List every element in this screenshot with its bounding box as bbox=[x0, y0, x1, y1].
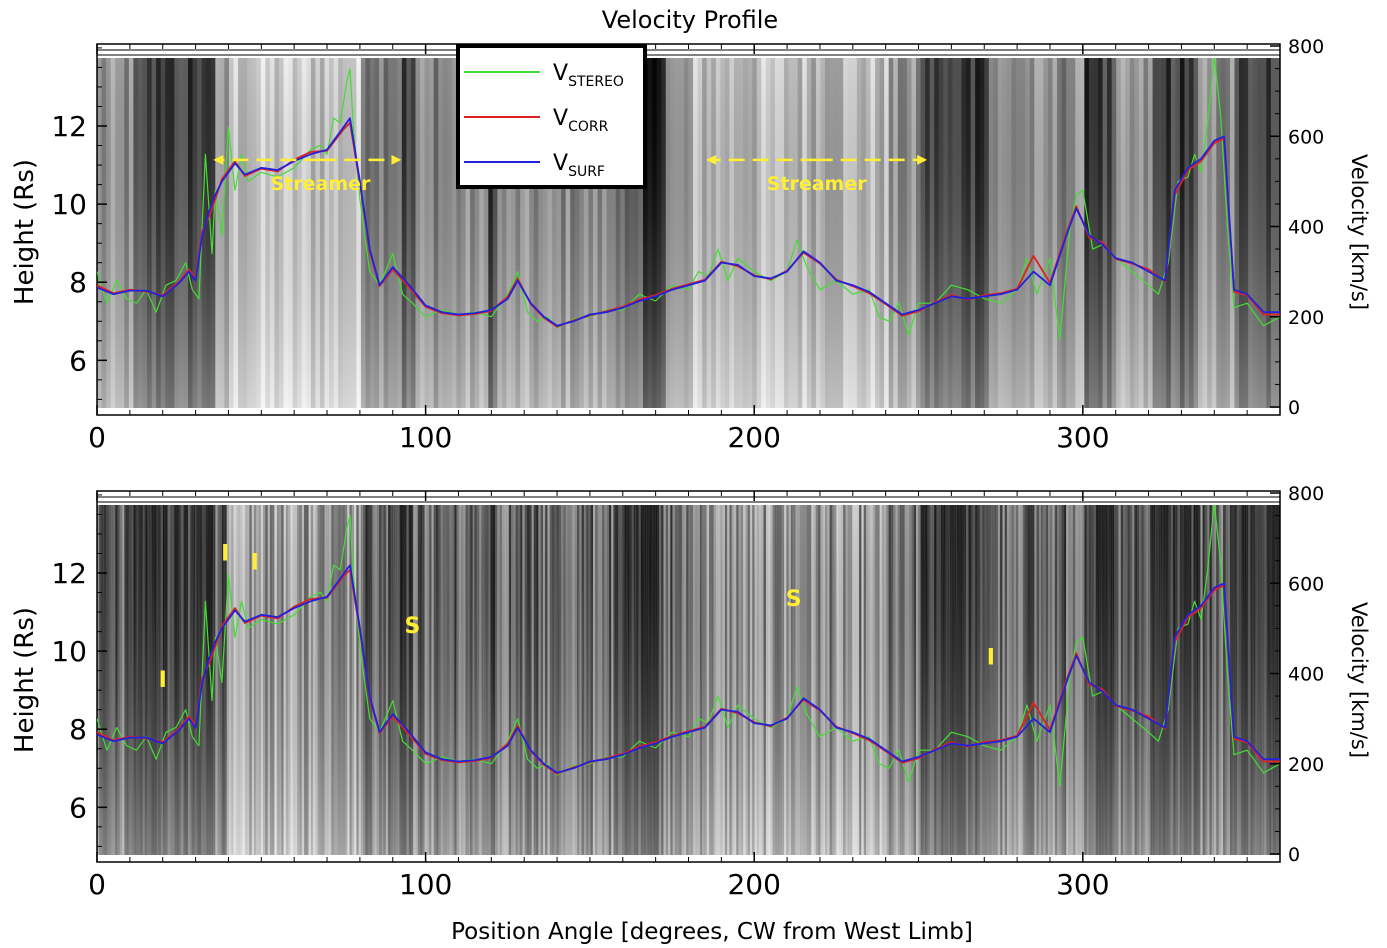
y-left-tick-label: 12 bbox=[51, 110, 87, 143]
x-tick-label: 200 bbox=[727, 421, 780, 454]
top-panel: Streamer Streamer 0 100 200 300 6 8 10 12 0 200 400… bbox=[10, 36, 1371, 454]
y-right-tick-label: 200 bbox=[1288, 307, 1324, 329]
x-tick-label: 100 bbox=[399, 421, 452, 454]
y-right-tick-label: 400 bbox=[1288, 664, 1324, 686]
y-right-tick-label: 400 bbox=[1288, 217, 1324, 239]
x-tick-label: 300 bbox=[1056, 868, 1109, 901]
top-annotations: Streamer Streamer bbox=[213, 154, 928, 195]
annotation-label: I bbox=[221, 542, 229, 567]
bottom-series-group bbox=[97, 505, 1280, 787]
annotation-label: I bbox=[987, 645, 995, 670]
x-tick-label: 0 bbox=[88, 868, 106, 901]
y-left-tick-label: 8 bbox=[69, 713, 87, 746]
x-tick-label: 300 bbox=[1056, 421, 1109, 454]
y-right-tick-label: 200 bbox=[1288, 754, 1324, 776]
bottom-ylabel: Height (Rs) bbox=[10, 607, 40, 753]
chart-title: Velocity Profile bbox=[602, 6, 778, 34]
streamer-label: Streamer bbox=[271, 173, 372, 195]
y-right-tick-label: 600 bbox=[1288, 573, 1324, 595]
y-left-tick-label: 10 bbox=[51, 188, 87, 221]
series-line-v-surf bbox=[97, 564, 1280, 774]
x-tick-label: 0 bbox=[88, 421, 106, 454]
legend-label: VSURF bbox=[553, 151, 605, 180]
x-tick-label: 200 bbox=[727, 868, 780, 901]
y-left-tick-label: 12 bbox=[51, 557, 87, 590]
annotation-label: S bbox=[405, 614, 421, 639]
x-axis-label: Position Angle [degrees, CW from West Li… bbox=[451, 919, 973, 945]
bottom-background-map bbox=[97, 505, 1280, 855]
x-tick-label: 100 bbox=[399, 868, 452, 901]
annotation-label: I bbox=[159, 668, 167, 693]
y-left-tick-label: 8 bbox=[69, 266, 87, 299]
top-ylabel-right: Velocity [km/s] bbox=[1347, 154, 1371, 310]
legend-label: VCORR bbox=[553, 106, 609, 135]
y-left-tick-label: 10 bbox=[51, 635, 87, 668]
y-right-tick-label: 600 bbox=[1288, 126, 1324, 148]
bottom-ylabel-right: Velocity [km/s] bbox=[1347, 602, 1371, 758]
top-ylabel: Height (Rs) bbox=[10, 159, 40, 305]
top-series-group bbox=[97, 58, 1280, 340]
legend-label: VSTEREO bbox=[553, 61, 624, 90]
annotation-label: I bbox=[251, 551, 259, 576]
top-background-map bbox=[97, 58, 1280, 408]
y-left-tick-label: 6 bbox=[69, 791, 87, 824]
series-line-v-surf bbox=[97, 117, 1280, 327]
y-right-tick-label: 800 bbox=[1288, 36, 1324, 58]
y-left-tick-label: 6 bbox=[69, 344, 87, 377]
y-right-tick-label: 0 bbox=[1288, 844, 1300, 866]
y-right-tick-label: 800 bbox=[1288, 483, 1324, 505]
streamer-label: Streamer bbox=[767, 173, 868, 195]
y-right-tick-label: 0 bbox=[1288, 397, 1300, 419]
legend: VSTEREO VCORR VSURF bbox=[456, 44, 647, 189]
annotation-label: S bbox=[786, 587, 802, 612]
